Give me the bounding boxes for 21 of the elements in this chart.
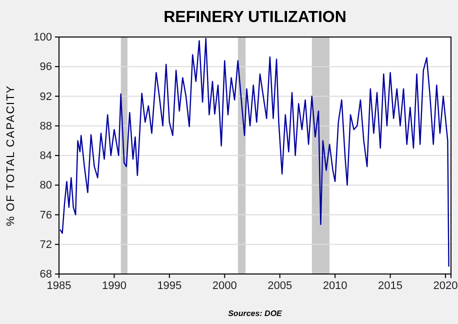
y-tick-label: 100 [34,32,52,44]
source-note: Sources: DOE [228,309,283,318]
line-series [60,38,450,268]
y-tick-label: 76 [40,209,52,222]
x-tick-label: 2010 [322,280,348,292]
y-tick-label: 96 [40,61,52,74]
x-tick-label: 1990 [102,280,126,292]
x-tick-label: 1985 [46,280,72,292]
y-tick-label: 92 [40,90,52,103]
y-tick-label: 68 [40,268,52,281]
chart-title: REFINERY UTILIZATION [164,9,346,26]
y-axis-title: % OF TOTAL CAPACITY [5,84,17,226]
y-tick-label: 88 [40,120,52,132]
y-tick-label: 80 [40,180,52,192]
x-tick-label: 2000 [212,280,237,292]
y-tick-label: 72 [40,238,52,251]
x-tick-label: 1995 [157,280,182,292]
x-tick-label: 2020 [433,280,458,292]
x-tick-label: 2005 [268,280,292,292]
y-tick-label: 84 [40,150,52,162]
x-tick-label: 2015 [378,280,403,292]
